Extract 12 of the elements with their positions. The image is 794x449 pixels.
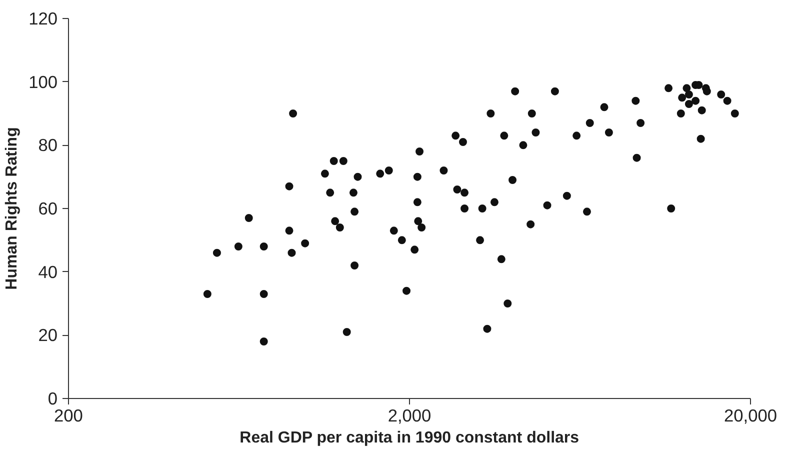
y-tick-label: 20 [38,325,58,346]
x-tick-label: 20,000 [724,406,777,426]
x-tick-label: 2,000 [388,406,432,426]
y-tick-label: 40 [38,262,58,282]
y-axis-title: Human Rights Rating [4,127,21,290]
y-tick-label: 80 [38,135,58,156]
y-tick-label: 0 [48,388,58,408]
y-tick-label: 120 [28,8,58,28]
x-axis-title: Real GDP per capita in 1990 constant dollars [240,430,580,446]
y-tick-label: 60 [38,198,58,218]
x-tick-label: 200 [54,406,83,426]
y-tick-label: 100 [28,72,58,92]
